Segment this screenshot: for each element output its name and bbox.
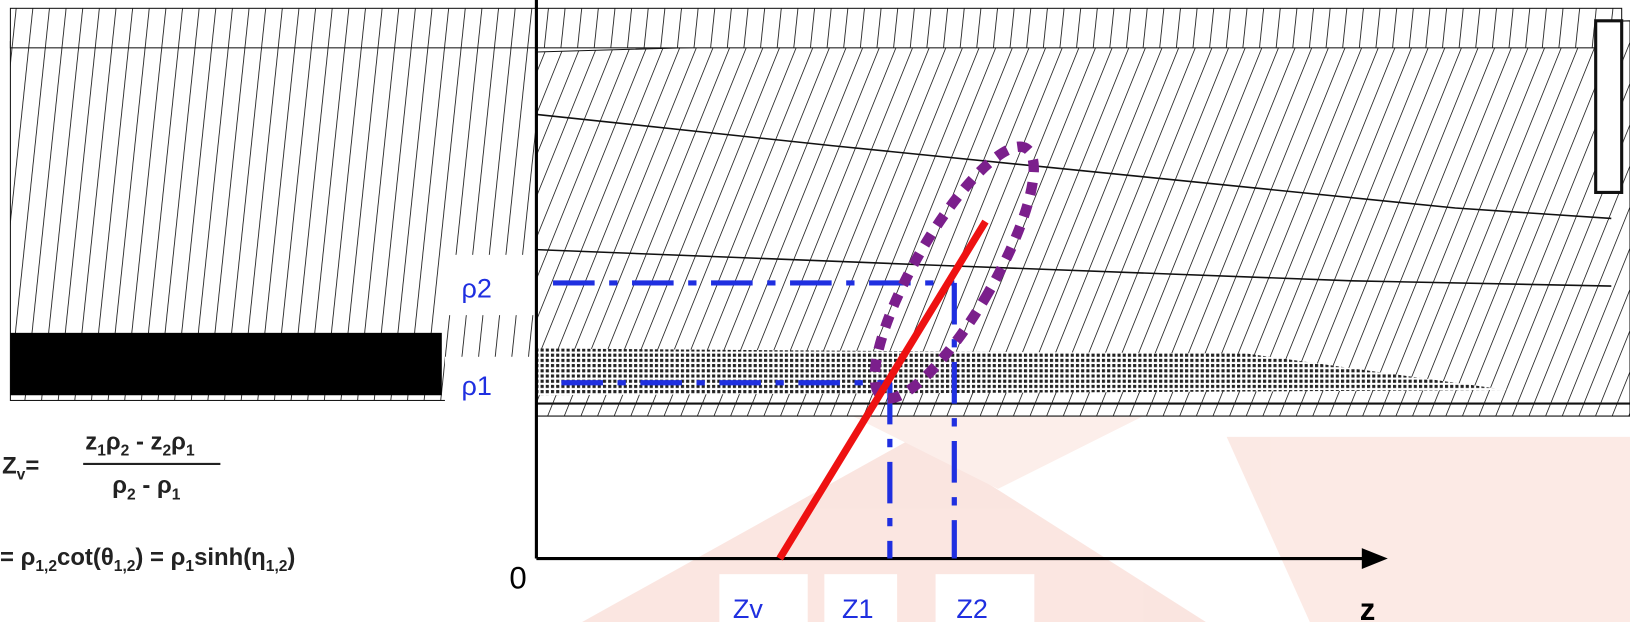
origin-label: 0	[509, 561, 526, 596]
top-layer	[10, 8, 1621, 48]
formula-text: - z	[129, 428, 162, 455]
formula-text: ρ	[171, 428, 186, 455]
formula-text: z	[85, 428, 97, 455]
formula-text: ρ	[106, 428, 121, 455]
subscript: 1	[97, 443, 106, 460]
rho2-label: ρ2	[462, 273, 492, 303]
page: ρ2 ρ1 0 Zv Z1 Z2 z Zv= z1ρ2 - z2ρ1 ρ2 - …	[0, 0, 1630, 622]
subscript: 1,2	[114, 558, 136, 575]
subscript: 1,2	[35, 558, 57, 575]
detector	[10, 8, 1630, 416]
formula-text: = ρ	[0, 544, 35, 571]
formula-text: ρ	[112, 472, 127, 499]
formula-denominator: ρ2 - ρ1	[112, 472, 180, 503]
formula-text: sinh(η	[194, 544, 266, 571]
subscript: v	[17, 466, 26, 483]
formula-text: - ρ	[136, 472, 172, 499]
black-band	[10, 333, 441, 395]
z-label: z	[1360, 592, 1376, 622]
subscript: 1,2	[266, 558, 288, 575]
formula-text: ) = ρ	[135, 544, 185, 571]
diagram: ρ2 ρ1 0 Zv Z1 Z2 z Zv= z1ρ2 - z2ρ1 ρ2 - …	[0, 0, 1630, 622]
subscript: 2	[163, 443, 172, 460]
subscript: 1	[186, 443, 195, 460]
subscript: 1	[172, 486, 181, 503]
formula-text: Z	[2, 452, 17, 479]
z1-label: Z1	[842, 594, 874, 622]
formula-text: )	[287, 544, 295, 571]
subscript: 2	[121, 443, 130, 460]
z2-label: Z2	[956, 594, 988, 622]
subscript: 1	[185, 558, 194, 575]
formula-text: cot(θ	[57, 544, 114, 571]
formula-text: =	[25, 452, 39, 479]
rho1-label: ρ1	[462, 371, 492, 401]
subscript: 2	[127, 486, 136, 503]
zv-label: Zv	[733, 594, 763, 622]
